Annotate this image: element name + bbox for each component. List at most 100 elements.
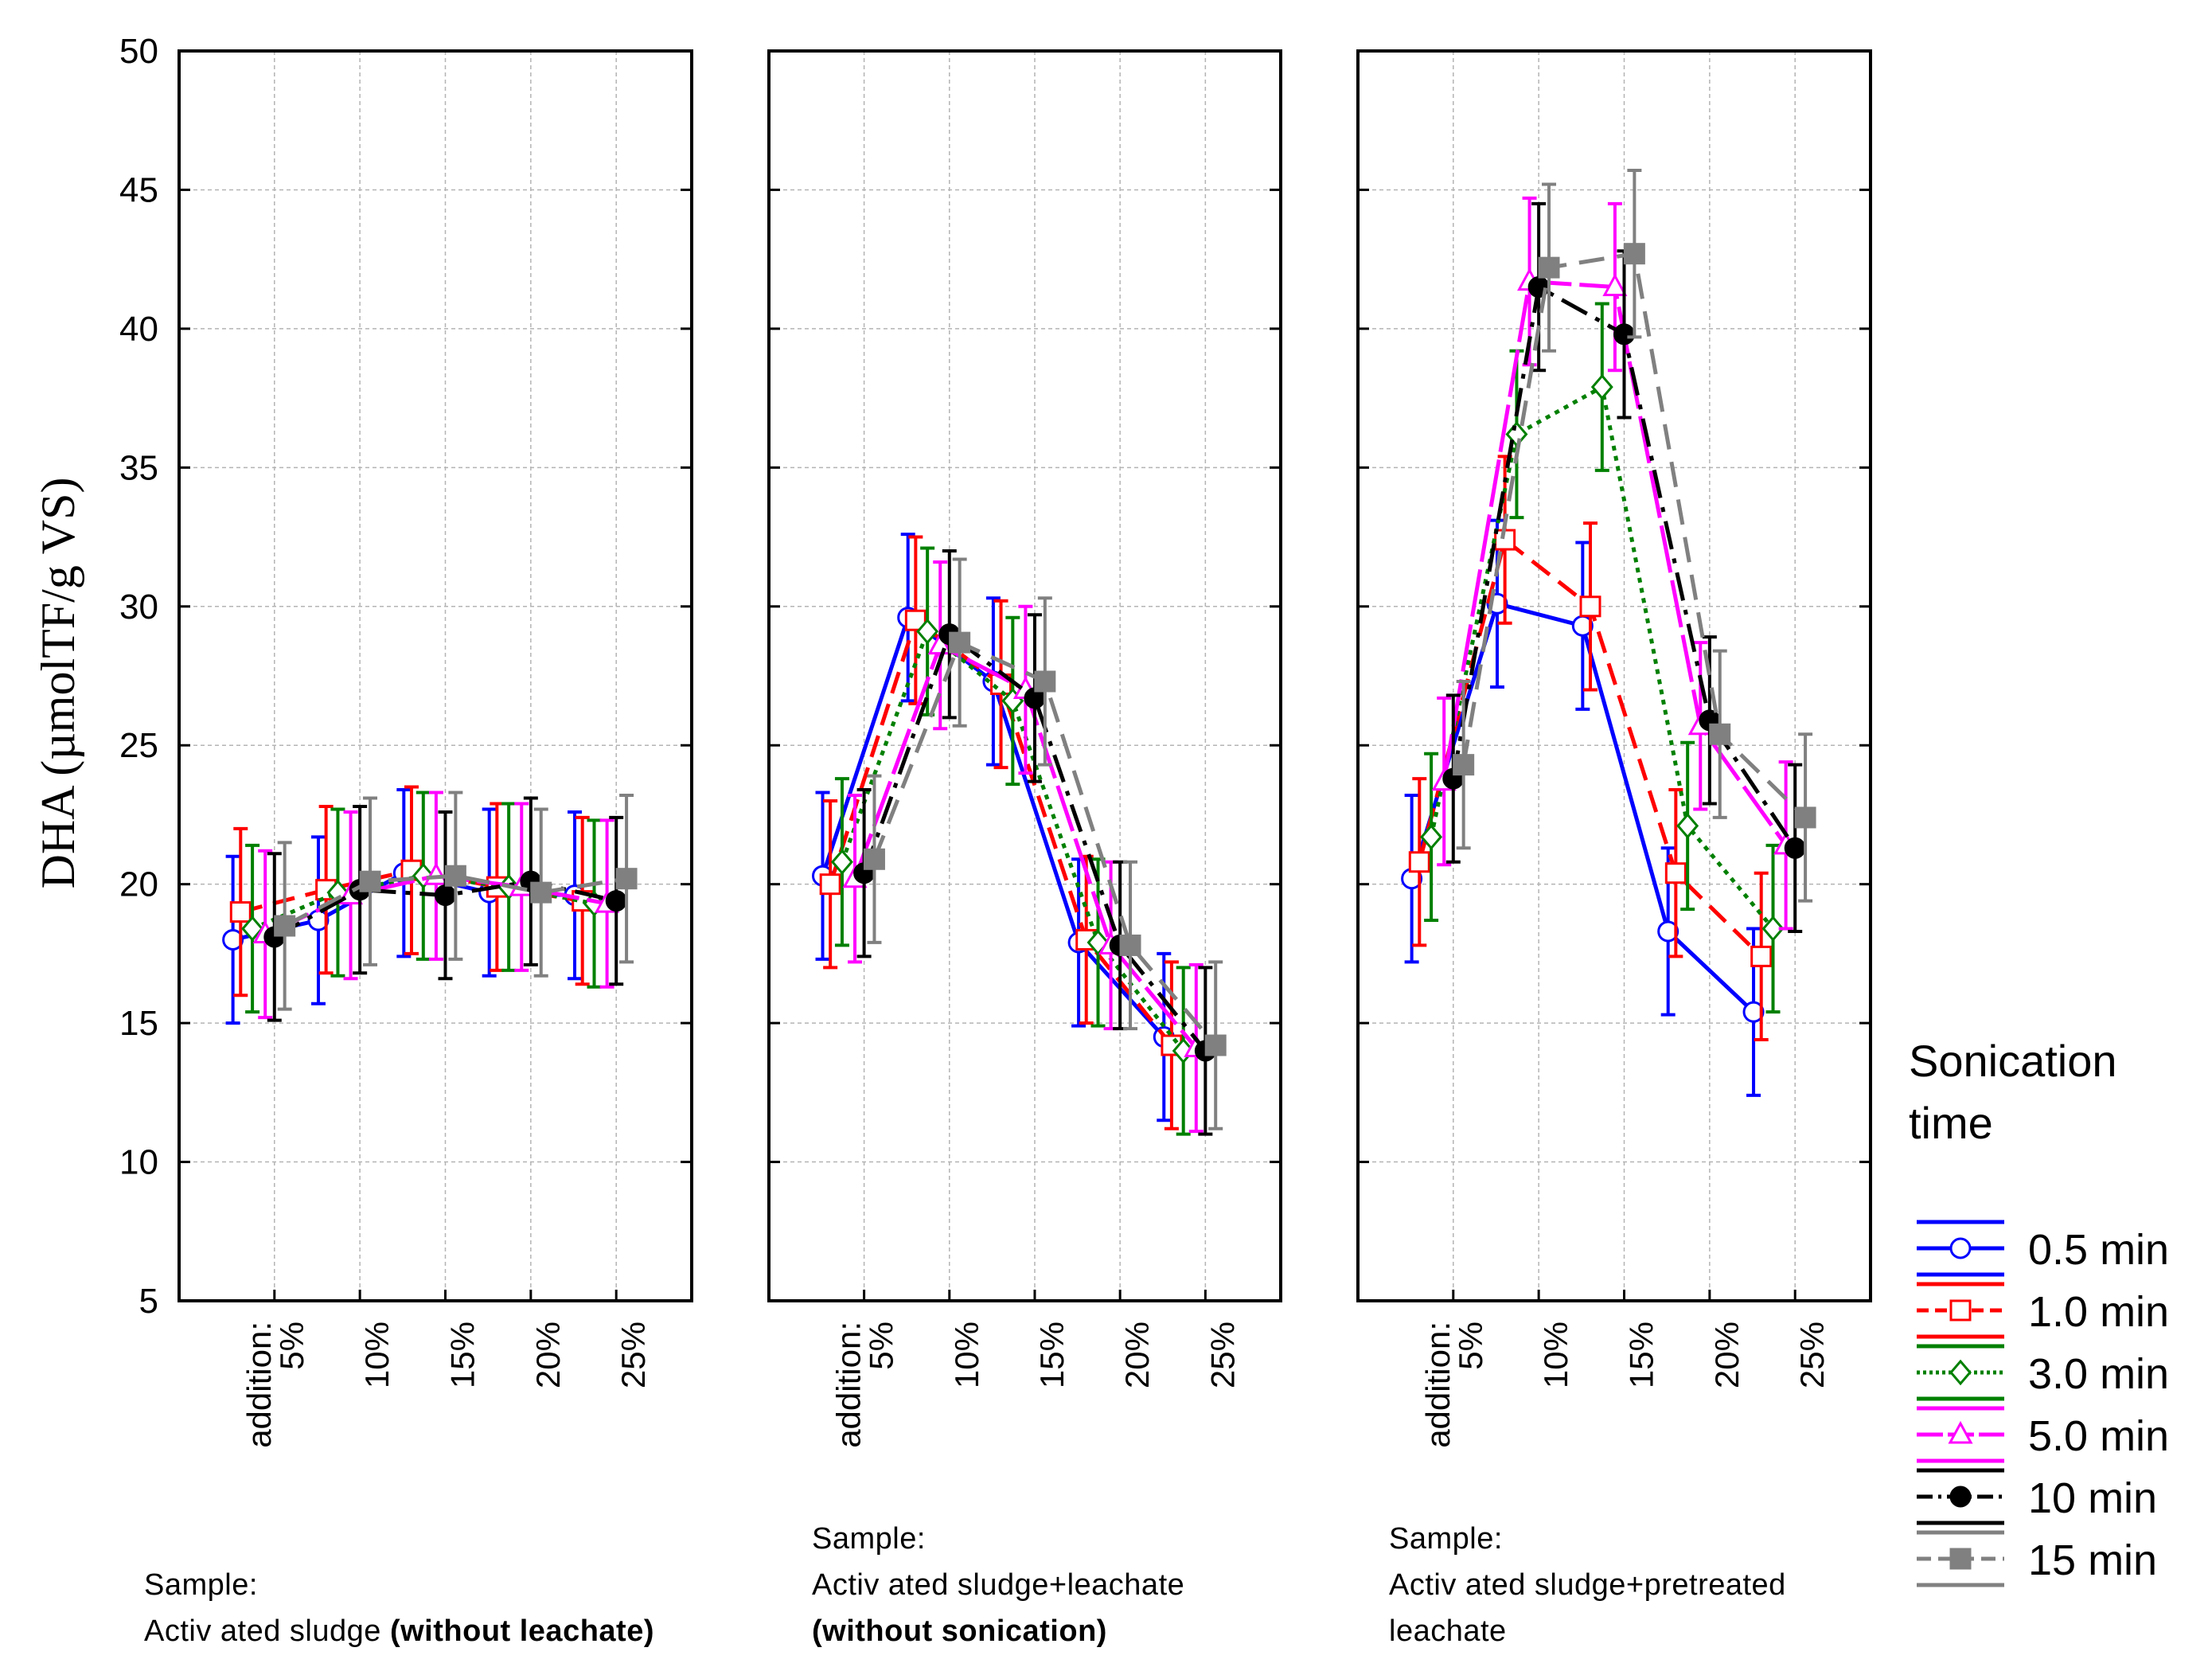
caption-1-line2: Activ ated sludge xyxy=(144,1614,390,1648)
data-point xyxy=(229,901,252,923)
data-point xyxy=(1657,920,1679,943)
series-2-1 xyxy=(812,533,1175,1122)
data-point xyxy=(1579,595,1601,618)
series-3-6 xyxy=(1453,169,1816,903)
legend-marker xyxy=(1949,1359,1972,1386)
y-tick-label: 45 xyxy=(119,170,158,209)
data-point xyxy=(819,873,841,896)
caption-2-line1: Sample: xyxy=(812,1522,926,1556)
data-point xyxy=(241,916,264,942)
x-tick-label: 10% xyxy=(358,1322,396,1388)
series-2-6 xyxy=(863,557,1227,1130)
data-point xyxy=(1204,1034,1227,1056)
y-tick-label: 10 xyxy=(119,1143,158,1182)
caption-3-line1: Sample: xyxy=(1389,1522,1503,1556)
data-point xyxy=(222,928,244,951)
series-line xyxy=(862,631,1207,1052)
data-point xyxy=(605,890,627,912)
series-3-4 xyxy=(1431,196,1799,931)
data-point xyxy=(444,865,466,887)
series-2-3 xyxy=(830,546,1195,1136)
data-point xyxy=(1750,945,1773,967)
x-tick-label: 25% xyxy=(1204,1322,1241,1388)
x-tick-label: 15% xyxy=(443,1322,481,1388)
x-tick-label: 5% xyxy=(1452,1322,1489,1370)
y-tick-label: 5 xyxy=(139,1282,158,1321)
legend-label: 15 min xyxy=(2028,1536,2157,1584)
legend-label: 0.5 min xyxy=(2028,1226,2169,1274)
data-point xyxy=(1119,934,1141,956)
legend-label: 1.0 min xyxy=(2028,1288,2169,1336)
data-point xyxy=(615,868,638,890)
data-point xyxy=(1676,813,1699,839)
x-tick-label-prefix: addition: xyxy=(830,1322,868,1448)
x-tick-label: 5% xyxy=(273,1322,310,1370)
data-point xyxy=(530,881,552,904)
caption-3-line2: Activ ated sludge+pretreated xyxy=(1389,1568,1786,1602)
series-3-3 xyxy=(1420,302,1785,1014)
series-1-4 xyxy=(252,791,620,1020)
legend-title-line: time xyxy=(1909,1098,1993,1148)
series-3-1 xyxy=(1401,518,1765,1097)
data-point xyxy=(434,884,456,907)
panel-1: 5 10 15 20 25 30 35 40 45 50 addition:5% 10% 15% 20% 2… xyxy=(119,32,693,1448)
data-point xyxy=(1623,243,1645,265)
y-tick-label: 50 xyxy=(119,32,158,71)
y-tick-label: 40 xyxy=(119,310,158,349)
legend-entry: 5.0 min xyxy=(1917,1406,2169,1463)
caption-1-line1: Sample: xyxy=(144,1568,258,1602)
data-point xyxy=(949,631,971,654)
legend-marker xyxy=(1948,1420,1973,1444)
caption-2-line2: Activ ated sludge+leachate xyxy=(812,1568,1185,1602)
data-point xyxy=(863,848,885,870)
data-point xyxy=(1761,916,1785,942)
plot-frame xyxy=(1356,49,1872,1302)
legend-entry: 1.0 min xyxy=(1917,1282,2169,1339)
x-tick-label: 25% xyxy=(1793,1322,1831,1388)
data-point xyxy=(1709,723,1731,745)
plot-frame xyxy=(178,49,693,1302)
x-tick-label: 10% xyxy=(1537,1322,1574,1388)
legend: Sonication time 0.5 min 1.0 min 3.0 min 5.0 m… xyxy=(1909,1036,2169,1587)
data-point xyxy=(1408,851,1430,873)
panel-2: addition:5% 10% 15% 20% 25% xyxy=(767,49,1282,1448)
x-tick-label-prefix: addition: xyxy=(1419,1322,1457,1448)
panel-caption-3: Sample: Activ ated sludge+pretreated lea… xyxy=(1389,1516,1786,1654)
legend-entry: 3.0 min xyxy=(1917,1344,2169,1401)
legend-entry: 0.5 min xyxy=(1917,1220,2169,1277)
data-point xyxy=(1742,1001,1765,1023)
legend-marker xyxy=(1949,1548,1972,1570)
y-tick-label: 35 xyxy=(119,448,158,487)
data-point xyxy=(1784,837,1806,859)
caption-3-line3: leachate xyxy=(1389,1614,1507,1648)
panel-caption-2: Sample: Activ ated sludge+leachate (with… xyxy=(812,1516,1184,1654)
y-tick-label: 30 xyxy=(119,588,158,627)
data-point xyxy=(830,849,853,876)
data-point xyxy=(916,618,939,645)
x-tick-label: 15% xyxy=(1622,1322,1660,1388)
data-point xyxy=(1602,273,1628,297)
data-point xyxy=(274,915,296,937)
panel-caption-1: Sample: Activ ated sludge (without leach… xyxy=(144,1562,654,1654)
y-axis-label: DHA (µmolTF/g VS) xyxy=(32,478,84,889)
series-1-3 xyxy=(241,791,606,1014)
caption-2-line3: (without sonication) xyxy=(812,1614,1107,1648)
x-tick-label: 10% xyxy=(948,1322,985,1388)
x-tick-label: 5% xyxy=(863,1322,900,1370)
legend-title-line: Sonication xyxy=(1909,1036,2117,1086)
panel-3: addition:5% 10% 15% 20% 25% xyxy=(1356,49,1872,1448)
data-point xyxy=(1538,256,1560,279)
x-tick-label: 20% xyxy=(529,1322,567,1388)
data-point xyxy=(1664,862,1687,884)
x-tick-label: 15% xyxy=(1033,1322,1071,1388)
x-tick-label: 20% xyxy=(1708,1322,1746,1388)
y-tick-label: 25 xyxy=(119,726,158,765)
legend-label: 10 min xyxy=(2028,1474,2157,1522)
y-tick-label: 20 xyxy=(119,865,158,904)
legend-label: 5.0 min xyxy=(2028,1412,2169,1460)
y-tick-label: 15 xyxy=(119,1004,158,1043)
x-tick-label: 20% xyxy=(1118,1322,1156,1388)
legend-entry: 15 min xyxy=(1917,1530,2157,1587)
